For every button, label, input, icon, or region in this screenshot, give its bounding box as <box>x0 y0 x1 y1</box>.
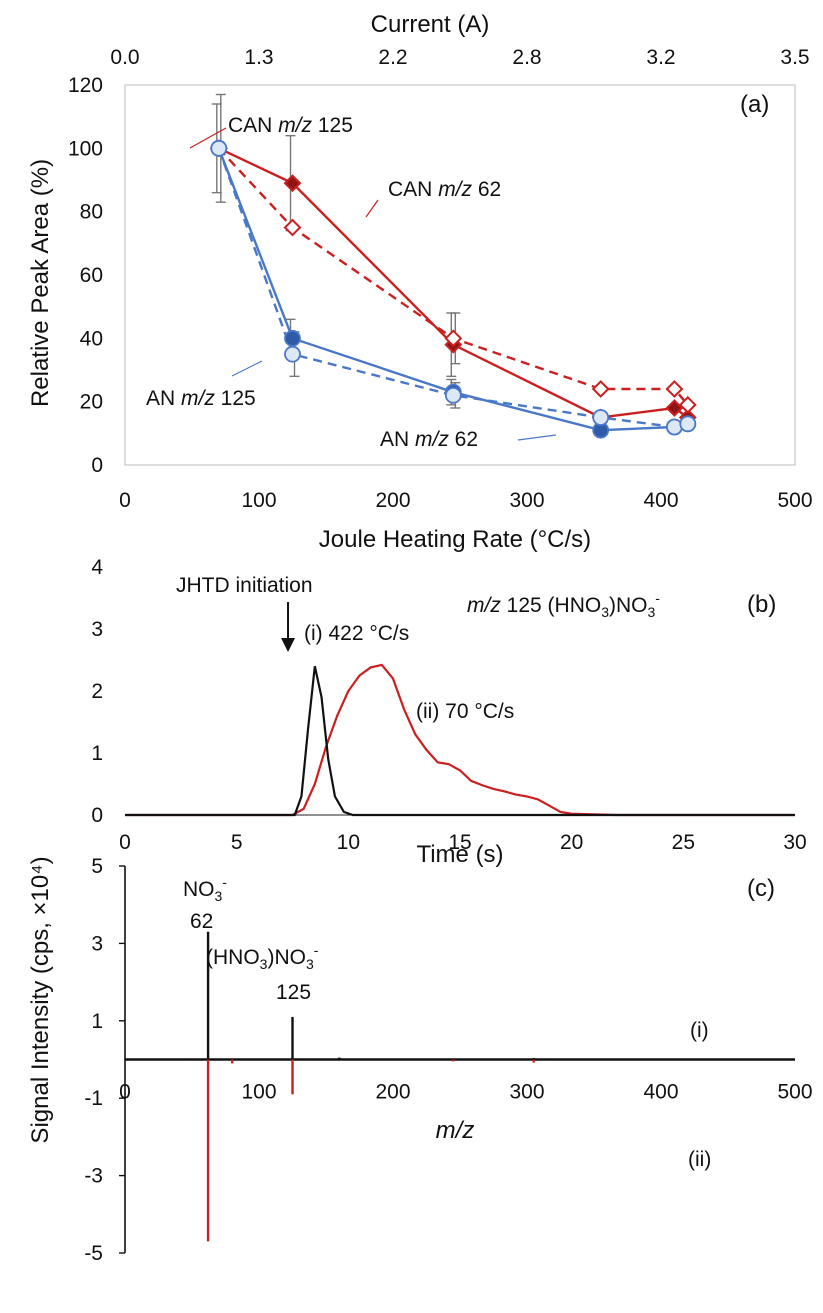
panel-a-y-axis-title: Relative Peak Area (%) <box>27 159 54 407</box>
panel-c-x-tick-label: 500 <box>777 1081 812 1104</box>
panel-b-y-tick-label: 2 <box>91 680 103 703</box>
data-point-diamond <box>591 380 610 398</box>
panel-b-title-sup: - <box>655 590 660 606</box>
panel-b-y-tick-label: 3 <box>91 618 103 641</box>
peak-125-mass: 125 <box>276 981 311 1004</box>
data-point-circle <box>666 418 683 436</box>
panel-a-y-tick-label: 20 <box>80 391 103 414</box>
panel-b-label: (b) <box>747 591 776 618</box>
data-point-circle <box>592 409 610 426</box>
jhtd-initiation-label: JHTD initiation <box>176 574 313 597</box>
panel-a-x-tick-label: 100 <box>241 489 276 512</box>
panel-c-x-tick-label: 400 <box>643 1081 678 1104</box>
panel-b-title-tail: )NO <box>609 594 648 617</box>
panel-c-y-tick-label: 3 <box>91 932 103 955</box>
panel-a-top-tick-label: 2.2 <box>378 46 407 69</box>
peak-125-formula: (HNO3)NO3- <box>206 942 319 972</box>
panel-b-title-sub1: 3 <box>601 604 609 620</box>
data-point-diamond <box>665 399 684 417</box>
panel-a-plot-frame <box>124 84 796 466</box>
panel-c-x-tick-label: 300 <box>509 1081 544 1104</box>
label-can-62: CAN m/z 62 <box>388 178 501 201</box>
data-point-circle <box>284 345 301 363</box>
peak-62-mass: 62 <box>190 910 213 933</box>
panel-c-y-tick-label: 5 <box>91 855 103 878</box>
label-can-125: CAN m/z 125 <box>228 114 353 137</box>
series-ii-rate-label: (ii) 70 °C/s <box>416 700 514 723</box>
panel-a-label: (a) <box>740 91 769 118</box>
data-point-circle <box>284 329 301 347</box>
series-i-rate-label: (i) 422 °C/s <box>304 622 409 645</box>
panel-b-title-mz: m/z <box>467 594 501 617</box>
panel-b-x-tick-label: 25 <box>672 831 695 854</box>
panel-c-label: (c) <box>747 875 775 902</box>
panel-a-x-tick-label: 400 <box>643 489 678 512</box>
series-line <box>217 147 689 406</box>
panel-b-title: m/z 125 (HNO3)NO3- <box>467 590 660 620</box>
panel-b-x-tick-label: 0 <box>119 831 131 854</box>
label-an-62: AN m/z 62 <box>380 428 478 451</box>
panel-a-top-tick-label: 0.0 <box>110 46 139 69</box>
label-leader-can-125 <box>189 127 227 149</box>
panel-c-y-axis-title: Signal Intensity (cps, ×10⁴) <box>27 856 54 1143</box>
spectrum-ii-label: (ii) <box>688 1148 711 1171</box>
panel-a-x-tick-label: 0 <box>119 489 131 512</box>
panel-c-y-tick-label: -1 <box>84 1087 103 1110</box>
data-point-circle <box>210 139 228 157</box>
panel-b-x-tick-label: 20 <box>560 831 583 854</box>
panel-b-x-tick-label: 30 <box>783 831 806 854</box>
series-line <box>217 147 689 429</box>
label-leader-an-125 <box>231 360 263 377</box>
panel-a-y-tick-label: 40 <box>80 327 103 350</box>
panel-a-y-tick-label: 60 <box>80 264 103 287</box>
panel-a-y-tick-label: 0 <box>91 454 103 477</box>
panel-c-x-tick-label: 200 <box>375 1081 410 1104</box>
panel-a-top-tick-label: 3.5 <box>780 46 809 69</box>
spectrum-i-label: (i) <box>690 1019 709 1042</box>
panel-b-x-tick-label: 5 <box>231 831 243 854</box>
series-line <box>125 665 795 817</box>
panel-a-top-tick-label: 2.8 <box>512 46 541 69</box>
panel-b-x-tick-label: 10 <box>337 831 360 854</box>
panel-b-title-sub2: 3 <box>648 604 656 620</box>
panel-b-title-rest: 125 (HNO <box>501 594 601 617</box>
panel-c-x-tick-label: 100 <box>241 1081 276 1104</box>
panel-c-x-tick-label: 0 <box>119 1081 131 1104</box>
data-point-diamond <box>283 218 302 237</box>
panel-a-y-tick-label: 120 <box>68 74 103 97</box>
panel-b-y-tick-label: 1 <box>91 742 103 765</box>
label-leader-an-62 <box>517 434 557 441</box>
label-leader-can-62 <box>365 199 379 218</box>
data-point-circle <box>444 386 462 404</box>
panel-a-y-tick-label: 100 <box>68 137 103 160</box>
panel-c-y-tick-label: -5 <box>84 1242 103 1265</box>
panel-a-x-tick-label: 200 <box>375 489 410 512</box>
data-point-diamond <box>283 174 302 193</box>
panel-b-x-axis-title: Time (s) <box>416 841 503 868</box>
jhtd-arrow-head <box>281 638 296 652</box>
panel-a-x-axis-title: Joule Heating Rate (°C/s) <box>319 526 591 553</box>
panel-c-x-axis-title: m/z <box>436 1117 475 1144</box>
panel-a-y-tick-label: 80 <box>80 201 103 224</box>
panel-c-y-tick-label: 1 <box>91 1010 103 1033</box>
data-point-circle <box>679 415 697 433</box>
top-axis-title: Current (A) <box>371 11 490 38</box>
data-point-diamond <box>678 395 697 414</box>
data-point-diamond <box>665 380 684 398</box>
panel-a-x-tick-label: 500 <box>777 489 812 512</box>
panel-b-y-tick-label: 0 <box>91 804 103 827</box>
panel-a-top-tick-label: 3.2 <box>646 46 675 69</box>
data-point-diamond <box>444 329 463 348</box>
panel-b-y-tick-label: 4 <box>91 556 103 579</box>
panel-a-top-tick-label: 1.3 <box>244 46 273 69</box>
panel-c-y-tick-label: -3 <box>84 1165 103 1188</box>
peak-62-formula: NO3- <box>183 874 227 904</box>
label-an-125: AN m/z 125 <box>146 387 256 410</box>
panel-b-x-tick-label: 15 <box>448 831 471 854</box>
panel-a-x-tick-label: 300 <box>509 489 544 512</box>
series-line <box>125 663 795 817</box>
